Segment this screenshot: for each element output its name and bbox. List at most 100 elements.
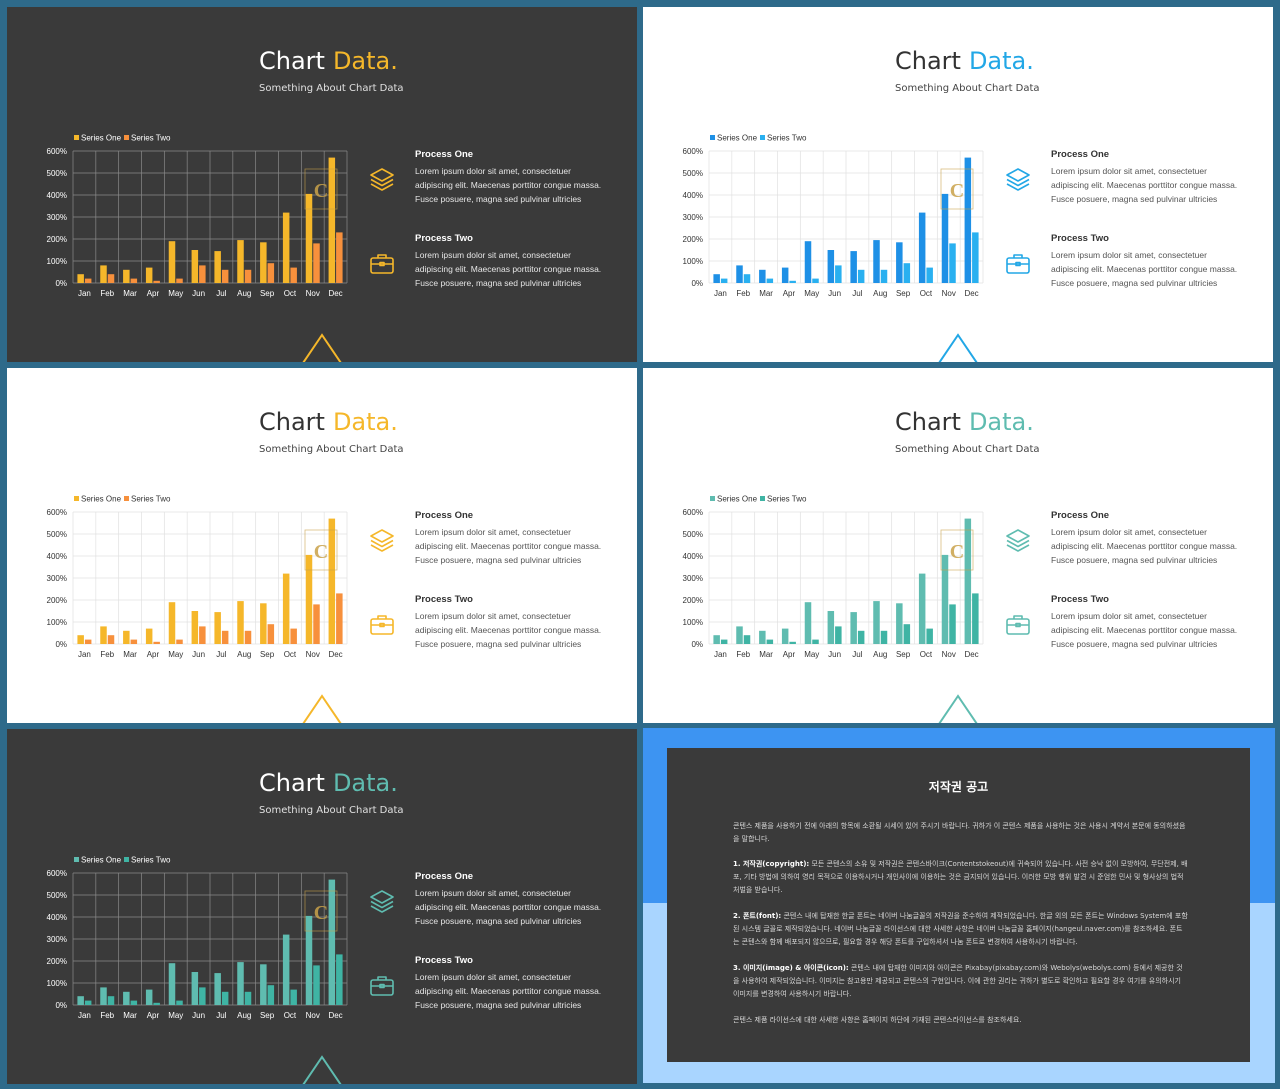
x-tick-label: Dec xyxy=(328,289,342,298)
legend-swatch xyxy=(74,135,79,140)
legend-swatch xyxy=(124,857,129,862)
bar-series-two xyxy=(290,989,297,1005)
process-one-heading: Process One xyxy=(415,510,474,521)
x-tick-label: Feb xyxy=(100,650,114,659)
y-tick-label: 400% xyxy=(683,552,703,561)
process-text-line: Fusce posuere, magna sed pulvinar ultric… xyxy=(415,194,582,204)
bar-series-one xyxy=(896,603,903,644)
legend-swatch xyxy=(710,496,715,501)
x-tick-label: Nov xyxy=(306,650,320,659)
notice-item-text: 콘텐스 내에 탑재한 이미지와 아이콘은 Pixabay(pixabay.com… xyxy=(733,964,1183,998)
watermark-letter: C xyxy=(314,902,328,924)
bar-series-two xyxy=(290,267,297,283)
bar-series-two xyxy=(336,232,343,283)
bar-series-one xyxy=(759,269,766,283)
process-text-line: adipiscing elit. Maecenas porttitor cong… xyxy=(415,625,602,635)
y-tick-label: 0% xyxy=(691,279,703,288)
process-text-line: Lorem ipsum dolor sit amet, consectetuer xyxy=(415,527,571,537)
process-text-line: Fusce posuere, magna sed pulvinar ultric… xyxy=(1051,555,1218,565)
x-tick-label: Apr xyxy=(783,289,796,298)
y-tick-label: 200% xyxy=(47,596,67,605)
bar-series-one xyxy=(260,242,267,283)
process-one: Process One Lorem ipsum dolor sit amet, … xyxy=(1051,149,1251,206)
x-tick-label: Jan xyxy=(78,289,91,298)
bar-series-two xyxy=(812,278,819,283)
bar-series-two xyxy=(949,604,956,644)
y-tick-label: 500% xyxy=(683,530,703,539)
chart-slide: Chart Data. Something About Chart Data Pr… xyxy=(7,368,637,723)
bar-series-two xyxy=(267,624,275,644)
bar-series-two xyxy=(153,280,160,283)
slide-title: Chart Data. xyxy=(259,769,398,797)
bar-series-two xyxy=(244,991,252,1005)
bar-series-two xyxy=(290,628,297,644)
legend-label: Series Two xyxy=(131,495,171,504)
notice-intro: 콘텐스 제품을 사용하기 전에 아래의 항목에 소환될 시세이 있어 주시기 바… xyxy=(733,822,1186,843)
bar-series-two xyxy=(244,630,252,644)
chart-slide: Chart Data. Something About Chart Data Pr… xyxy=(643,7,1273,362)
bar-series-two xyxy=(926,628,933,644)
process-one-text: Lorem ipsum dolor sit amet, consectetuer… xyxy=(415,525,615,567)
x-tick-label: Oct xyxy=(284,650,297,659)
bar-series-one xyxy=(282,934,290,1005)
process-two-text: Lorem ipsum dolor sit amet, consectetuer… xyxy=(1051,609,1251,651)
bar-series-one xyxy=(123,630,130,644)
process-text-line: adipiscing elit. Maecenas porttitor cong… xyxy=(415,902,602,912)
x-tick-label: Jan xyxy=(78,1011,91,1020)
layers-icon xyxy=(1003,165,1033,200)
y-tick-label: 600% xyxy=(47,869,67,878)
y-tick-label: 300% xyxy=(683,574,703,583)
bar-series-one xyxy=(781,267,789,283)
bar-series-two xyxy=(130,639,138,644)
process-one: Process One Lorem ipsum dolor sit amet, … xyxy=(1051,510,1251,567)
bar-series-one xyxy=(100,626,107,644)
y-tick-label: 500% xyxy=(47,891,67,900)
notice-outro: 콘텐스 제품 라이선스에 대한 사세한 사항은 홈페이지 하단에 기재된 콘텐스… xyxy=(733,1016,1022,1024)
bar-series-two xyxy=(313,604,320,644)
process-one-text: Lorem ipsum dolor sit amet, consectetuer… xyxy=(415,164,615,206)
notice-item-font: 2. 폰트(font): 콘텐스 내에 탑재한 한글 폰트는 네이버 나눔글꼴의… xyxy=(733,910,1188,949)
bar-series-one xyxy=(282,573,290,644)
slide-subtitle: Something About Chart Data xyxy=(259,444,404,455)
slide-subtitle: Something About Chart Data xyxy=(259,83,404,94)
bar-chart: Series One Series Two 0% 100% 200% 300% 400% 50… xyxy=(47,856,348,1020)
notice-item-text: 모든 콘텐스의 소유 및 저작권은 콘텐스바이크(Contentstokeout… xyxy=(733,860,1188,894)
notice-item-label: 3. 이미지(image) & 아이콘(icon): xyxy=(733,964,849,972)
y-tick-label: 600% xyxy=(683,508,703,517)
legend-swatch xyxy=(760,496,765,501)
bar-series-two xyxy=(84,278,92,283)
bar-series-one xyxy=(964,157,972,283)
process-two-heading: Process Two xyxy=(1051,233,1109,244)
process-text-line: Lorem ipsum dolor sit amet, consectetuer xyxy=(415,888,571,898)
triangle-decoration xyxy=(302,333,342,362)
bar-chart: Series One Series Two 0% 100% 200% 300% 400% 50… xyxy=(47,134,348,298)
slide-title-accent: Data. xyxy=(968,47,1034,75)
x-tick-label: Aug xyxy=(873,289,887,298)
x-tick-label: Sep xyxy=(896,650,911,659)
notice-item-image: 3. 이미지(image) & 아이콘(icon): 콘텐스 내에 탑재한 이미… xyxy=(733,962,1188,1001)
process-text-line: Fusce posuere, magna sed pulvinar ultric… xyxy=(1051,278,1218,288)
bar-series-two xyxy=(221,630,229,644)
x-tick-label: Jul xyxy=(852,650,862,659)
bar-series-two xyxy=(336,954,343,1005)
briefcase-icon xyxy=(1003,610,1033,645)
layers-icon xyxy=(367,165,397,200)
x-tick-label: May xyxy=(804,289,819,298)
layers-icon xyxy=(1003,526,1033,561)
bar-series-two xyxy=(176,1000,183,1005)
x-tick-label: Dec xyxy=(964,289,978,298)
bar-series-two xyxy=(176,639,183,644)
x-tick-label: Oct xyxy=(284,289,297,298)
y-tick-label: 600% xyxy=(47,508,67,517)
slide-title: Chart Data. xyxy=(895,408,1034,436)
process-two-text: Lorem ipsum dolor sit amet, consectetuer… xyxy=(1051,248,1251,290)
process-text-line: Fusce posuere, magna sed pulvinar ultric… xyxy=(415,639,582,649)
bar-series-two xyxy=(857,630,865,644)
watermark-letter: C xyxy=(314,541,328,563)
bar-series-one xyxy=(305,915,313,1005)
legend-label: Series One xyxy=(717,134,758,143)
bar-series-one xyxy=(191,250,199,283)
bar-series-one xyxy=(77,996,84,1005)
bar-series-one xyxy=(781,628,789,644)
notice-panel: 저작권 공고 콘텐스 제품을 사용하기 전에 아래의 항목에 소환될 시세이 있… xyxy=(667,748,1250,1062)
